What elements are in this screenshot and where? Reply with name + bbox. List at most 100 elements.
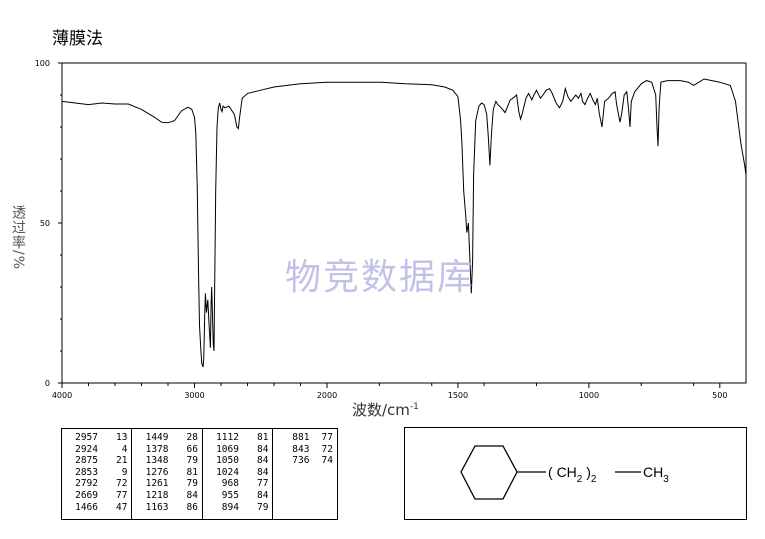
chain-close-paren: ) [586,464,591,480]
peak-row: 2853 9 [66,467,127,479]
peak-row: 1348 79 [136,455,198,467]
x-axis-ticks: 4000 3000 2000 1500 1000 500 [52,383,727,400]
peak-transmittance: 77 [116,489,128,501]
peak-transmittance: 21 [116,455,128,467]
x-tick-label: 3000 [184,391,204,400]
peak-wavenumber: 881 [292,432,310,443]
chain-open-paren: ( [548,464,553,480]
peak-row: 1069 84 [207,444,268,456]
peak-row: 1112 81 [207,432,268,444]
y-tick-label: 100 [35,59,50,68]
peak-row: 843 72 [277,444,333,456]
peak-transmittance: 47 [116,501,128,513]
peak-transmittance: 13 [116,432,128,443]
peak-wavenumber: 2957 [75,432,98,443]
peak-wavenumber: 1449 [145,432,169,443]
peak-row: 894 79 [207,501,269,514]
peak-transmittance: 4 [121,443,128,455]
peak-row: 955 84 [207,489,269,502]
peak-wavenumber: 1069 [216,443,239,455]
y-axis-label: 透过率/% [10,205,26,271]
peak-transmittance: 79 [186,455,198,467]
peak-wavenumber: 1276 [145,466,169,478]
peak-transmittance: 79 [186,478,198,490]
peak-row: 1378 66 [136,443,198,456]
peak-row: 2792 72 [66,478,127,490]
peak-row: 736 74 [277,455,333,467]
peak-transmittance: 86 [186,501,198,513]
structure-box: ( CH2 )2 CH3 [404,427,747,520]
peak-wavenumber: 736 [292,455,310,467]
peak-transmittance: 66 [186,443,198,455]
y-tick-label: 0 [45,379,50,388]
peak-row: 1449 28 [136,432,198,444]
spectrum-title: 薄膜法 [52,29,103,49]
peak-wavenumber: 2669 [75,489,98,501]
peak-wavenumber: 2792 [75,478,98,490]
peak-transmittance: 84 [257,489,269,501]
peak-row: 2875 21 [66,455,127,467]
peak-wavenumber: 1378 [145,443,169,455]
peak-row: 1276 81 [136,466,198,479]
peak-transmittance: 72 [321,443,333,455]
x-tick-label: 4000 [52,391,72,400]
peak-wavenumber: 1050 [216,455,239,467]
peak-row: 1050 84 [207,455,268,467]
peak-transmittance: 77 [257,478,269,490]
peak-row: 1466 47 [66,502,127,514]
peak-row: 881 77 [277,432,333,444]
peak-wavenumber: 1163 [145,501,169,513]
x-tick-label: 2000 [317,391,337,400]
peak-transmittance: 9 [121,466,128,478]
peak-wavenumber: 894 [221,501,239,513]
x-tick-label: 1000 [579,391,599,400]
peak-column: 1112 81 1069 84 1050 84 1024 84 968 77 955 84 894 79 [203,429,274,519]
x-axis-label-text: 波数/cm [352,401,410,419]
peak-transmittance: 74 [321,455,333,467]
x-tick-label: 500 [712,391,727,400]
peak-transmittance: 77 [321,432,333,443]
peak-transmittance: 79 [257,501,269,513]
y-tick-label: 50 [40,219,50,228]
terminal-group: CH [643,464,664,480]
peak-row: 1163 86 [136,501,198,514]
chain-h-subscript: 2 [576,474,583,485]
peak-row: 1024 84 [207,467,268,479]
x-axis-label: 波数/cm-1 [352,399,419,420]
chain-formula: ( CH2 )2 [548,464,596,485]
terminal-subscript: 3 [663,474,669,485]
peak-row: 1218 84 [136,489,198,502]
peak-wavenumber: 1024 [216,466,239,478]
peak-transmittance: 84 [257,466,269,478]
peak-row: 2924 4 [66,444,127,456]
peak-row: 2957 13 [66,432,127,444]
cyclohexyl-ring-icon [460,445,641,500]
peak-wavenumber: 1466 [75,501,98,513]
peak-transmittance: 81 [186,466,198,478]
peak-column: 2957 13 2924 4 2875 21 2853 9 2792 72 2669 77 1466 47 [62,429,133,519]
peak-wavenumber: 1348 [145,455,169,467]
peak-wavenumber: 2853 [75,466,98,478]
peak-wavenumber: 1218 [145,489,169,501]
watermark: 物竞数据库 [285,257,476,298]
peak-wavenumber: 2924 [75,443,98,455]
chain-repeat-subscript: 2 [590,474,597,485]
peak-wavenumber: 1112 [216,432,239,443]
peak-wavenumber: 968 [221,478,239,490]
peak-column: 1449 28 1378 66 1348 79 1276 81 1261 79 1218 84 1163… [132,429,203,519]
peak-wavenumber: 843 [292,443,310,455]
peak-row: 968 77 [207,478,269,490]
peak-transmittance: 28 [186,432,198,443]
spectrum-line [61,78,747,368]
peak-row: 2669 77 [66,490,127,502]
peak-column: 881 77 843 72 736 74 [273,429,337,519]
peak-transmittance: 84 [257,443,269,455]
peak-wavenumber: 955 [221,489,239,501]
y-axis-ticks: 0 50 100 [35,59,62,388]
peak-transmittance: 72 [116,478,128,490]
peak-transmittance: 81 [257,432,269,443]
peak-wavenumber: 2875 [75,455,98,467]
x-tick-label: 1500 [448,391,468,400]
peak-table: 2957 13 2924 4 2875 21 2853 9 2792 72 2669 77 1466 47… [61,428,338,520]
peak-wavenumber: 1261 [145,478,169,490]
